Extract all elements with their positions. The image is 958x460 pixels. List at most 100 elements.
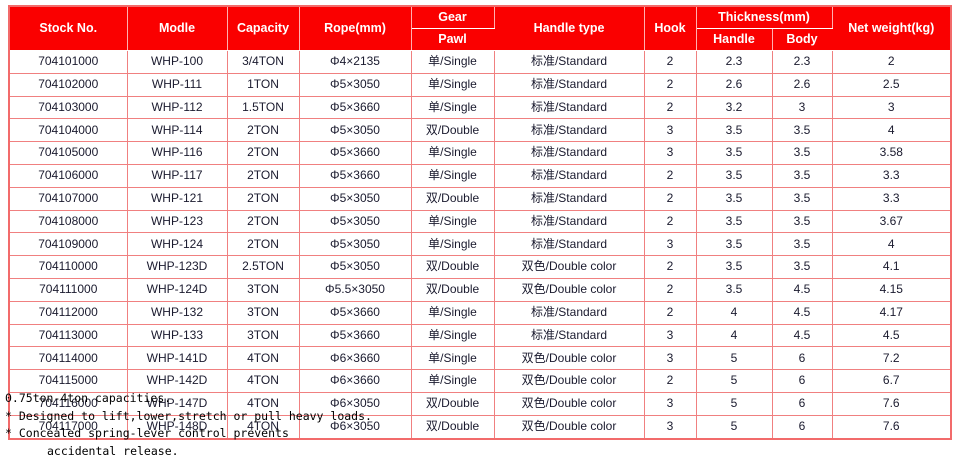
cell-thickness-handle: 4	[695, 300, 773, 325]
cell-thickness-handle: 5	[695, 369, 773, 393]
cell-handle-type: 双色/Double color	[493, 369, 645, 393]
header-row-secondary: Pawl Handle Body	[9, 28, 951, 51]
cell-capacity: 2TON	[226, 141, 300, 165]
cell-gear-pawl: 双/Double	[410, 255, 495, 279]
cell-thickness-handle: 3.5	[695, 209, 773, 234]
table-row: 704109000 WHP-124 2TON Φ5×3050 单/Single 标准/St…	[8, 232, 952, 257]
cell-thickness-handle: 4	[695, 323, 773, 348]
col-header-net-weight: Net weight(kg)	[831, 5, 952, 51]
table-header: Stock No. Modle Capacity Rope(mm) Gear H…	[8, 5, 952, 51]
cell-stock-no: 704104000	[8, 118, 128, 143]
note-line-accidental: accidental release.	[47, 443, 179, 458]
cell-thickness-body: 3.5	[771, 118, 833, 143]
cell-rope: Φ5×3660	[298, 323, 412, 348]
table-row: 704104000 WHP-114 2TON Φ5×3050 双/Double 标准/St…	[8, 118, 952, 143]
cell-hook: 3	[643, 391, 697, 416]
cell-capacity: 3TON	[226, 323, 300, 348]
cell-thickness-handle: 3.5	[695, 277, 773, 302]
col-header-handle-type: Handle type	[493, 5, 645, 51]
table-row: 704107000 WHP-121 2TON Φ5×3050 双/Double 标准/St…	[8, 186, 952, 211]
cell-thickness-handle: 3.5	[695, 232, 773, 257]
product-spec-table: Stock No. Modle Capacity Rope(mm) Gear H…	[8, 5, 953, 440]
cell-stock-no: 704106000	[8, 163, 128, 188]
cell-gear-pawl: 单/Single	[410, 323, 495, 348]
cell-modle: WHP-147D	[126, 391, 228, 416]
col-header-modle: Modle	[126, 5, 228, 51]
cell-capacity: 2TON	[226, 186, 300, 211]
cell-rope: Φ4×2135	[298, 50, 412, 74]
cell-gear-pawl: 单/Single	[410, 369, 495, 393]
cell-thickness-body: 3.5	[771, 232, 833, 257]
cell-handle-type: 标准/Standard	[493, 95, 645, 120]
cell-handle-type: 标准/Standard	[493, 141, 645, 165]
cell-gear-pawl: 单/Single	[410, 50, 495, 74]
cell-modle: WHP-114	[126, 118, 228, 143]
cell-modle: WHP-117	[126, 163, 228, 188]
cell-thickness-handle: 3.5	[695, 186, 773, 211]
cell-capacity: 4TON	[226, 346, 300, 371]
cell-gear-pawl: 单/Single	[410, 141, 495, 165]
cell-rope: Φ6×3660	[298, 369, 412, 393]
cell-modle: WHP-121	[126, 186, 228, 211]
cell-stock-no: 704116000	[8, 391, 128, 416]
cell-thickness-body: 6	[771, 369, 833, 393]
table-row: 704116000 WHP-147D 4TON Φ6×3050 双/Double 双色/D…	[8, 391, 952, 416]
cell-hook: 3	[643, 141, 697, 165]
cell-thickness-handle: 3.2	[695, 95, 773, 120]
cell-thickness-handle: 3.5	[695, 141, 773, 165]
cell-hook: 3	[643, 346, 697, 371]
cell-rope: Φ5.5×3050	[298, 277, 412, 302]
table-row: 704110000 WHP-123D 2.5TON Φ5×3050 双/Double 双色…	[8, 255, 952, 279]
cell-gear-pawl: 单/Single	[410, 209, 495, 234]
cell-hook: 2	[643, 95, 697, 120]
cell-rope: Φ5×3660	[298, 300, 412, 325]
cell-net-weight: 3.67	[831, 209, 952, 234]
cell-hook: 2	[643, 163, 697, 188]
cell-net-weight: 3.58	[831, 141, 952, 165]
cell-rope: Φ5×3050	[298, 209, 412, 234]
cell-gear-pawl: 单/Single	[410, 95, 495, 120]
table-row: 704108000 WHP-123 2TON Φ5×3050 单/Single 标准/St…	[8, 209, 952, 234]
cell-rope: Φ5×3660	[298, 141, 412, 165]
cell-handle-type: 双色/Double color	[493, 277, 645, 302]
cell-thickness-body: 6	[771, 346, 833, 371]
col-header-gear: Gear	[410, 5, 495, 29]
col-header-stock-no: Stock No.	[8, 5, 128, 51]
cell-rope: Φ5×3050	[298, 118, 412, 143]
cell-handle-type: 标准/Standard	[493, 300, 645, 325]
cell-modle: WHP-132	[126, 300, 228, 325]
cell-stock-no: 704114000	[8, 346, 128, 371]
cell-stock-no: 704103000	[8, 95, 128, 120]
note-line-concealed: * Concealed spring-lever control prevent…	[5, 426, 289, 440]
cell-capacity: 2TON	[226, 209, 300, 234]
cell-modle: WHP-124	[126, 232, 228, 257]
table-row: 704114000 WHP-141D 4TON Φ6×3660 单/Single 双色/D…	[8, 346, 952, 371]
col-header-capacity: Capacity	[226, 5, 300, 51]
cell-handle-type: 标准/Standard	[493, 323, 645, 348]
cell-capacity: 3TON	[226, 300, 300, 325]
cell-thickness-handle: 5	[695, 391, 773, 416]
cell-stock-no: 704105000	[8, 141, 128, 165]
cell-handle-type: 标准/Standard	[493, 118, 645, 143]
cell-capacity: 2TON	[226, 163, 300, 188]
note-line-designed: * Designed to lift,lower,stretch or pull…	[5, 408, 372, 423]
cell-hook: 2	[643, 186, 697, 211]
table-row: 704106000 WHP-117 2TON Φ5×3660 单/Single 标准/St…	[8, 163, 952, 188]
cell-handle-type: 标准/Standard	[493, 163, 645, 188]
cell-gear-pawl: 双/Double	[410, 414, 495, 440]
table-row: 704105000 WHP-116 2TON Φ5×3660 单/Single 标准/St…	[8, 141, 952, 165]
table-row: 704103000 WHP-112 1.5TON Φ5×3660 单/Single 标准/…	[8, 95, 952, 120]
cell-thickness-handle: 3.5	[695, 118, 773, 143]
cell-stock-no: 704101000	[8, 50, 128, 74]
cell-thickness-body: 4.5	[771, 300, 833, 325]
cell-stock-no: 704113000	[8, 323, 128, 348]
cell-net-weight: 2.5	[831, 72, 952, 97]
cell-hook: 2	[643, 277, 697, 302]
cell-thickness-body: 4.5	[771, 277, 833, 302]
col-header-thickness-body: Body	[771, 28, 833, 51]
cell-thickness-handle: 5	[695, 414, 773, 440]
table-row: 704113000 WHP-133 3TON Φ5×3660 单/Single 标准/St…	[8, 323, 952, 348]
cell-thickness-handle: 3.5	[695, 163, 773, 188]
cell-net-weight: 2	[831, 50, 952, 74]
